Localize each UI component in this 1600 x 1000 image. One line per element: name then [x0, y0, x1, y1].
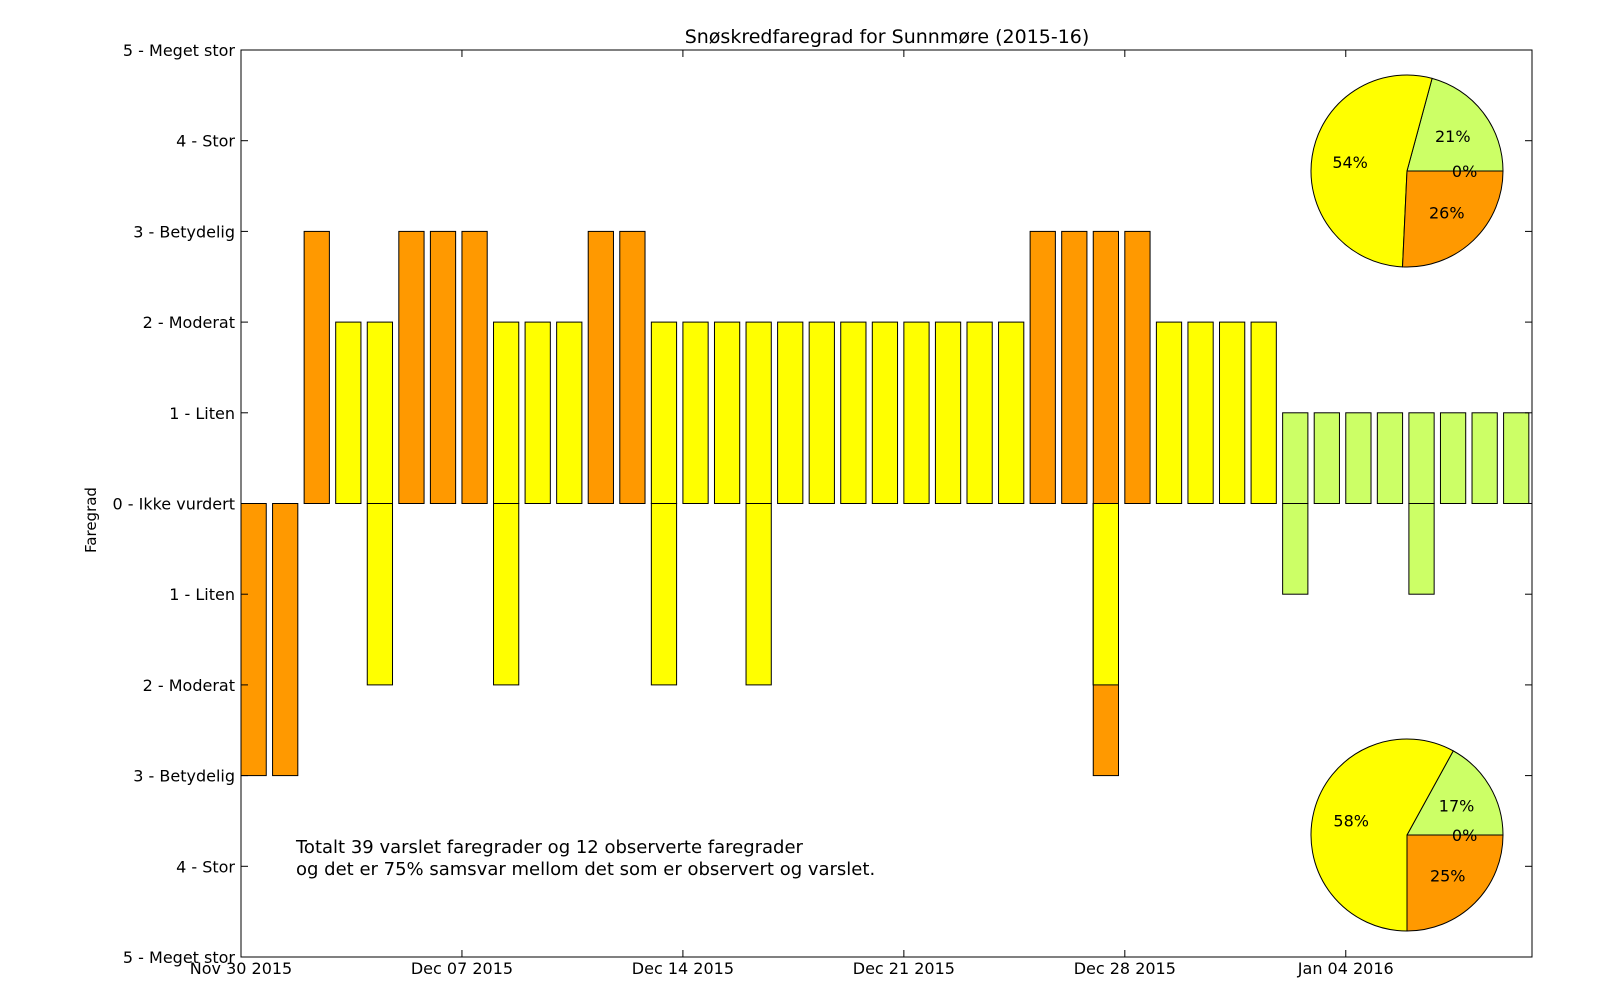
y-tick-label: 5 - Meget stor	[123, 41, 236, 60]
pie-label: 21%	[1435, 127, 1471, 146]
forecast-bar	[1061, 230, 1088, 504]
forecast-bar	[713, 321, 741, 504]
observed-bar	[240, 503, 267, 777]
forecast-bar	[335, 321, 362, 504]
observed-bar	[1282, 503, 1309, 595]
forecast-bar	[1250, 321, 1277, 504]
bars-layer	[240, 230, 1530, 777]
forecast-bar	[1187, 321, 1214, 504]
forecast-bar	[1313, 412, 1340, 504]
forecast-bar	[998, 321, 1025, 504]
x-tick-label: Dec 21 2015	[853, 959, 955, 978]
forecast-bar	[934, 321, 962, 504]
pie-slice	[1406, 77, 1504, 172]
observed-bar	[1408, 503, 1435, 595]
pie-label: 25%	[1430, 867, 1466, 886]
x-tick-label: Jan 04 2016	[1297, 959, 1394, 978]
y-tick-label: 2 - Moderat	[143, 676, 235, 695]
forecast-bar	[1155, 321, 1183, 504]
summary-line-2: og det er 75% samsvar mellom det som er …	[296, 859, 875, 880]
y-tick-label: 1 - Liten	[169, 585, 235, 604]
pie-label: 0%	[1452, 826, 1477, 845]
forecast-bar	[871, 321, 899, 504]
forecast-bar	[682, 321, 709, 504]
forecast-bar	[966, 321, 993, 504]
y-tick-label: 1 - Liten	[169, 404, 235, 423]
x-tick-label: Dec 07 2015	[411, 959, 513, 978]
summary-line-1: Totalt 39 varslet faregrader og 12 obser…	[295, 837, 804, 858]
forecast-bar	[1219, 321, 1246, 504]
y-tick-label: 3 - Betydelig	[133, 222, 235, 241]
forecast-bar	[1471, 412, 1498, 504]
chart-title: Snøskredfaregrad for Sunnmøre (2015-16)	[685, 26, 1090, 48]
forecast-bar	[1092, 230, 1120, 504]
pie-label: 17%	[1439, 797, 1475, 816]
forecast-bar	[650, 321, 678, 504]
forecast-bar	[524, 321, 551, 504]
forecast-bar	[808, 321, 835, 504]
forecast-bar	[745, 321, 772, 504]
forecast-bar	[619, 230, 646, 504]
observed-bar-overlay	[1092, 503, 1120, 686]
forecast-bar	[366, 321, 394, 504]
pie-label: 0%	[1452, 162, 1477, 181]
pies-layer: 21% 54% 26% 0% 17% 58% 25% 0%	[1310, 74, 1504, 932]
pie-label: 54%	[1332, 153, 1368, 172]
pie-slice	[1406, 834, 1504, 932]
y-tick-label: 4 - Stor	[176, 132, 235, 151]
pie-slice	[1310, 74, 1433, 268]
pie-slice	[1310, 738, 1454, 932]
y-axis-label: Faregrad	[82, 487, 100, 553]
forecast-bar	[1282, 412, 1309, 504]
pie-label: 58%	[1333, 812, 1369, 831]
observed-bar	[745, 503, 772, 686]
forecast-bar	[840, 321, 867, 504]
forecast-bar	[398, 230, 425, 504]
y-tick-label: 0 - Ikke vurdert	[113, 495, 236, 514]
forecast-bar	[1029, 230, 1056, 504]
x-tick-label: Nov 30 2015	[190, 959, 292, 978]
forecast-bar	[493, 321, 520, 504]
observed-bar	[650, 503, 678, 686]
axes-layer: 5 - Meget stor 4 - Stor 3 - Betydelig 2 - M…	[113, 41, 1533, 978]
pie-slice	[1406, 750, 1504, 836]
forecast-bar	[1439, 412, 1467, 504]
y-tick-label: 3 - Betydelig	[133, 767, 235, 786]
forecast-bar	[587, 230, 614, 504]
observed-bar	[493, 503, 520, 686]
pie-label: 26%	[1429, 204, 1465, 223]
forecast-bar	[1345, 412, 1372, 504]
y-tick-label: 2 - Moderat	[143, 313, 235, 332]
forecast-bar	[903, 321, 930, 504]
forecast-bar	[429, 230, 457, 504]
pie-slice	[1401, 170, 1504, 268]
forecast-bar	[461, 230, 488, 504]
forecast-bar	[556, 321, 583, 504]
observed-bar	[272, 503, 299, 777]
forecast-bar	[1408, 412, 1435, 504]
forecast-bar	[1124, 230, 1151, 504]
forecast-bar	[303, 230, 330, 504]
forecast-bar	[1503, 412, 1530, 504]
observed-bar	[366, 503, 394, 686]
y-tick-label: 5 - Meget stor	[123, 948, 236, 967]
forecast-bar	[1376, 412, 1404, 504]
x-tick-label: Dec 14 2015	[632, 959, 734, 978]
forecast-bar	[777, 321, 804, 504]
y-tick-label: 4 - Stor	[176, 857, 235, 876]
x-tick-label: Dec 28 2015	[1074, 959, 1176, 978]
